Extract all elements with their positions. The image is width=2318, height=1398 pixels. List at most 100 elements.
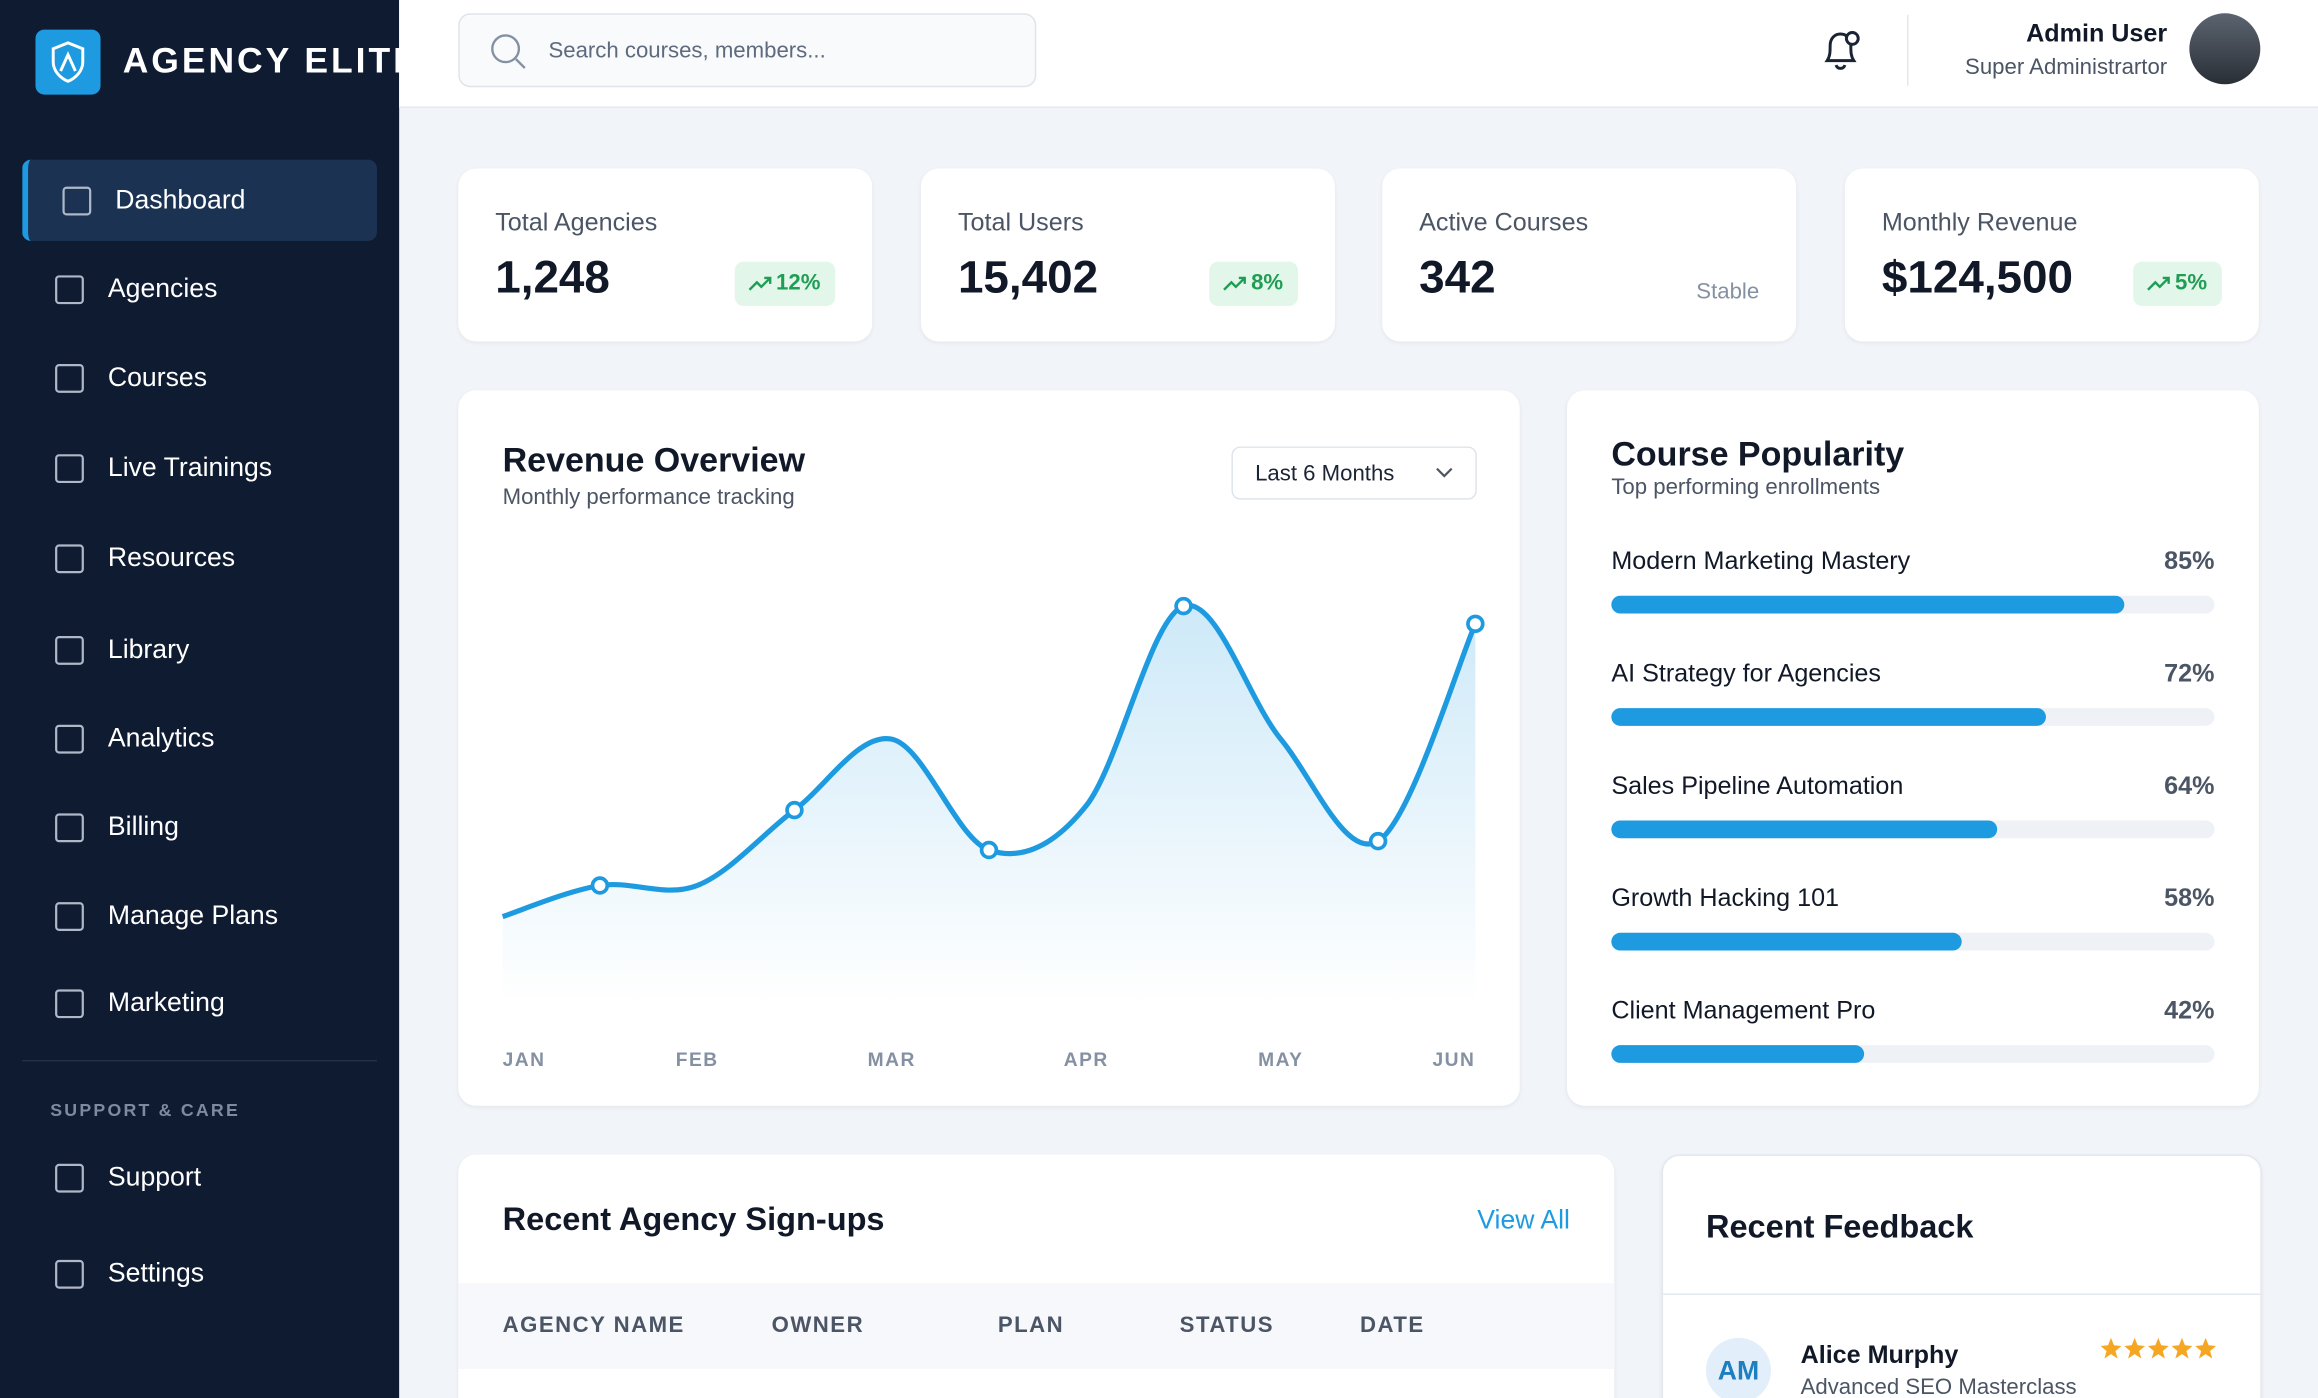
stat-value: 1,248 [495, 251, 610, 304]
range-dropdown[interactable]: Last 6 Months [1231, 446, 1477, 500]
divider [1907, 14, 1909, 86]
point [1466, 614, 1485, 634]
view-all-link[interactable]: View All [1477, 1204, 1570, 1235]
x-tick-label: MAY [1258, 1050, 1303, 1071]
nav-item[interactable]: Agencies [107, 273, 218, 304]
course-name: AI Strategy for Agencies [1611, 659, 1881, 688]
bar [1611, 708, 2046, 726]
bar [1611, 932, 1962, 951]
feedback-name: Alice Murphy [1800, 1340, 1959, 1369]
nav-icon [55, 813, 84, 843]
x-tick-label: MAR [868, 1050, 916, 1071]
stat-badge: 12% [734, 261, 836, 307]
nav-icon [55, 1163, 84, 1193]
point [979, 840, 999, 860]
revenue-card: Revenue Overview Monthly performance tra… [458, 390, 1520, 1106]
column-header: DATE [1360, 1312, 1425, 1338]
stat-label: Monthly Revenue [1881, 208, 2078, 237]
popularity-card: Course Popularity Top performing enrollm… [1566, 390, 2259, 1106]
nav-icon [62, 186, 92, 216]
card-subtitle: Top performing enrollments [1611, 474, 1881, 500]
bell[interactable] [1818, 27, 1862, 74]
stat-label: Total Users [957, 208, 1084, 237]
x-tick-label: APR [1064, 1050, 1109, 1071]
stat-card: Total Agencies 1,248 12% [458, 168, 873, 342]
nav-icon [55, 724, 84, 754]
point [785, 800, 804, 820]
course-value: 64% [2164, 771, 2215, 800]
nav-icon [55, 989, 84, 1019]
area [502, 605, 1476, 1006]
nav-item[interactable]: Dashboard [115, 184, 246, 215]
stat-badge: 8% [1209, 261, 1298, 307]
nav-item[interactable]: Support [107, 1161, 202, 1192]
sidebar: AGENCY ELITE SUPPORT & CARE Dashboard Age… [0, 0, 417, 1398]
stat-value: 15,402 [957, 251, 1099, 304]
divider [22, 1059, 377, 1062]
nav-active-bg [22, 159, 377, 241]
nav-icon [55, 902, 84, 931]
line [501, 602, 1478, 920]
logo [35, 29, 101, 95]
section-heading: SUPPORT & CARE [50, 1099, 240, 1121]
point [590, 876, 610, 895]
search-box[interactable]: Search courses, members... [458, 13, 1037, 88]
course-value: 58% [2164, 884, 2215, 913]
nav-icon [55, 275, 84, 305]
course-value: 42% [2164, 996, 2215, 1025]
point [1174, 596, 1193, 616]
nav-icon [55, 1259, 84, 1289]
dropdown-label: Last 6 Months [1255, 461, 1395, 487]
column-header: STATUS [1179, 1312, 1274, 1338]
avatar[interactable] [2189, 13, 2261, 85]
feedback-course: Advanced SEO Masterclass [1800, 1374, 2077, 1398]
feedback-avatar: AM [1705, 1337, 1772, 1398]
column-header: PLAN [997, 1312, 1065, 1338]
nav-icon [55, 636, 84, 665]
badge-text: 5% [2175, 270, 2208, 296]
nav-icon [55, 454, 84, 484]
search-placeholder: Search courses, members... [548, 38, 826, 64]
table-header [458, 1283, 1615, 1369]
stat-card: Monthly Revenue $124,500 5% [1844, 168, 2259, 342]
card-title: Recent Agency Sign-ups [502, 1200, 885, 1238]
nav-item[interactable]: Resources [107, 542, 236, 573]
card-title: Course Popularity [1611, 434, 1905, 474]
nav-item[interactable]: Settings [107, 1258, 205, 1288]
nav-item[interactable]: Manage Plans [107, 900, 279, 930]
stat-value: $124,500 [1881, 251, 2074, 304]
course-name: Client Management Pro [1611, 996, 1876, 1025]
divider [1663, 1293, 2261, 1295]
badge-text: 8% [1251, 270, 1284, 296]
nav-item[interactable]: Courses [107, 362, 208, 392]
nav-item[interactable]: Billing [107, 811, 179, 842]
nav-item[interactable]: Live Trainings [107, 452, 273, 482]
course-name: Modern Marketing Mastery [1611, 546, 1911, 576]
x-tick-label: FEB [676, 1050, 719, 1071]
bar [1611, 1045, 1865, 1063]
stat-badge: 5% [2133, 261, 2222, 307]
card-title: Revenue Overview [502, 440, 806, 479]
feedback-card: Recent Feedback AM Alice Murphy Advanced S… [1661, 1154, 2262, 1398]
nav-item[interactable]: Analytics [107, 722, 215, 753]
trend-icon [1223, 276, 1247, 291]
topbar: Search courses, members... Admin User Su… [399, 0, 2318, 108]
column-header: OWNER [771, 1312, 865, 1338]
course-value: 85% [2164, 546, 2215, 576]
card-title: Recent Feedback [1705, 1207, 1974, 1245]
signups-card: Recent Agency Sign-ups View All AGENCY N… [458, 1154, 1615, 1398]
badge-text: 12% [776, 270, 821, 296]
nav-item[interactable]: Marketing [107, 987, 225, 1018]
x-tick-label: JAN [503, 1050, 546, 1071]
column-header: AGENCY NAME [502, 1312, 685, 1338]
rating-stars [2100, 1337, 2216, 1359]
x-tick-label: JUN [1432, 1050, 1475, 1071]
stat-value: 342 [1419, 251, 1496, 304]
card-subtitle: Monthly performance tracking [502, 484, 795, 511]
bar [1611, 595, 2125, 614]
nav-item[interactable]: Library [107, 634, 190, 664]
brand: AGENCY ELITE [122, 41, 420, 82]
course-value: 72% [2164, 659, 2215, 688]
bar [1611, 820, 1998, 839]
